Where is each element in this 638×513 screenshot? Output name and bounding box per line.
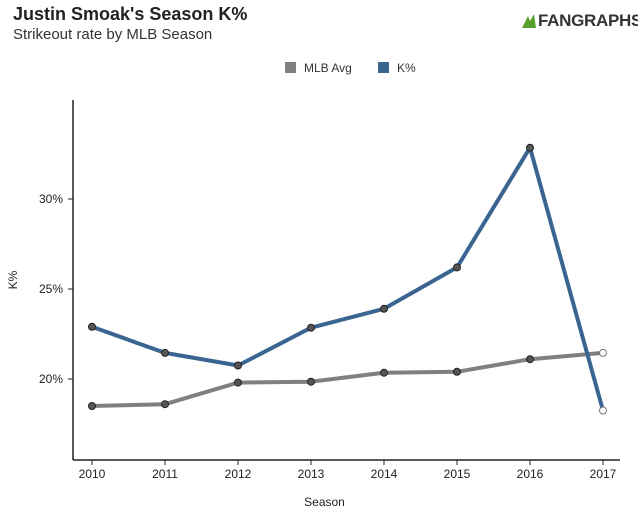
data-point-mlb-avg-2016[interactable] [526, 355, 534, 364]
data-point-mlb-avg-2013[interactable] [307, 377, 315, 386]
data-point-k-2013[interactable] [307, 323, 315, 332]
data-point-k-2012[interactable] [234, 361, 242, 370]
series-k [88, 143, 607, 415]
series-mlb-avg [88, 348, 607, 410]
series-line-mlb-avg [90, 350, 605, 408]
x-tick-label: 2011 [152, 467, 178, 481]
x-tick-label: 2015 [444, 467, 471, 481]
axes: 20% 25% 30% 2010 2011 2012 2013 2014 2015 2016 201… [6, 100, 620, 509]
data-point-mlb-avg-2014[interactable] [380, 368, 388, 377]
logo-text: FANGRAPHS [538, 11, 638, 30]
data-point-k-2015[interactable] [453, 263, 461, 272]
y-tick-label: 25% [39, 282, 63, 296]
data-point-k-2017[interactable] [599, 406, 607, 415]
chart-title: Justin Smoak's Season K% [13, 4, 248, 24]
x-tick-label: 2014 [371, 467, 398, 481]
legend-item-mlb-avg[interactable]: MLB Avg [285, 61, 352, 75]
data-point-k-2010[interactable] [88, 322, 96, 331]
fangraphs-leaf-icon [522, 14, 536, 28]
series-line-k [90, 145, 605, 413]
y-tick-label: 30% [39, 192, 63, 206]
data-point-mlb-avg-2017[interactable] [599, 348, 607, 357]
legend: MLB Avg K% [285, 61, 416, 75]
legend-swatch [378, 62, 389, 73]
data-point-mlb-avg-2010[interactable] [88, 402, 96, 410]
series-layer [88, 143, 607, 415]
data-point-k-2014[interactable] [380, 304, 388, 313]
fangraphs-logo[interactable]: FANGRAPHS [520, 10, 638, 32]
chart-subtitle: Strikeout rate by MLB Season [13, 26, 213, 43]
x-tick-label: 2016 [517, 467, 544, 481]
data-point-mlb-avg-2015[interactable] [453, 367, 461, 376]
x-tick-label: 2012 [225, 467, 252, 481]
y-axis-title: K% [6, 270, 20, 289]
data-point-mlb-avg-2011[interactable] [161, 400, 169, 409]
x-axis-title: Season [304, 495, 345, 509]
legend-label: K% [397, 61, 416, 75]
x-tick-label: 2013 [298, 467, 325, 481]
data-point-k-2016[interactable] [526, 143, 534, 152]
x-tick-label: 2010 [79, 467, 106, 481]
data-point-k-2011[interactable] [161, 348, 169, 357]
data-point-mlb-avg-2012[interactable] [234, 378, 242, 387]
legend-label: MLB Avg [304, 61, 352, 75]
legend-swatch [285, 62, 296, 73]
x-tick-label: 2017 [590, 467, 617, 481]
legend-item-k[interactable]: K% [378, 61, 416, 75]
y-tick-label: 20% [39, 372, 63, 386]
